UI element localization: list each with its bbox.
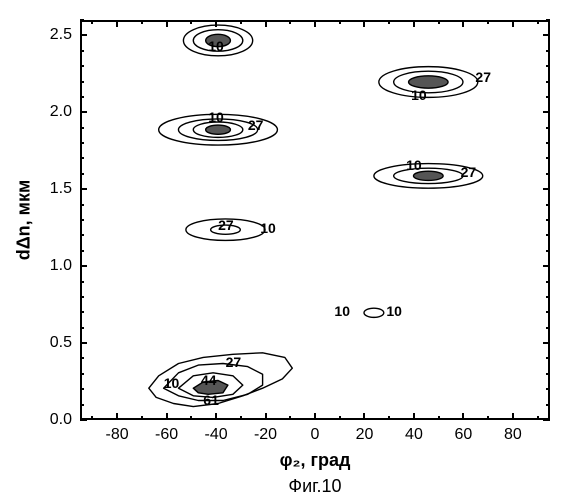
contour-label: 27 xyxy=(461,164,477,180)
contour-label: 27 xyxy=(248,117,264,133)
chart-container: φ₂, град dΔn, мкм Фиг.10 -80 -60 -40 -20 0 20… xyxy=(0,0,582,500)
x-tick-label: -20 xyxy=(254,426,277,444)
x-tick-label: 0 xyxy=(311,426,320,444)
x-tick-label: 20 xyxy=(356,426,374,444)
figure-caption: Фиг.10 xyxy=(288,476,341,497)
y-tick-label: 0.5 xyxy=(50,334,72,352)
y-tick-label: 1.0 xyxy=(50,257,72,275)
y-tick-label: 0.0 xyxy=(50,411,72,429)
x-tick-label: 80 xyxy=(504,426,522,444)
contour-label: 10 xyxy=(164,375,180,391)
contour-label: 10 xyxy=(386,303,402,319)
x-tick-label: -80 xyxy=(106,426,129,444)
y-tick-label: 1.5 xyxy=(50,180,72,198)
contour-label: 44 xyxy=(201,372,217,388)
x-tick-label: -40 xyxy=(204,426,227,444)
contour-label: 27 xyxy=(226,354,242,370)
contour-label: 10 xyxy=(406,157,422,173)
contour-label: 27 xyxy=(475,69,491,85)
contour-label: 10 xyxy=(334,303,350,319)
x-tick-label: 60 xyxy=(455,426,473,444)
contour-label: 27 xyxy=(218,217,234,233)
y-tick-label: 2.0 xyxy=(50,103,72,121)
contour-label: 61 xyxy=(203,392,219,408)
contour-label: 10 xyxy=(411,87,427,103)
contour-label: 10 xyxy=(208,38,224,54)
x-axis-label: φ₂, град xyxy=(280,450,351,471)
x-tick-label: 40 xyxy=(405,426,423,444)
y-axis-label: dΔn, мкм xyxy=(14,180,35,261)
contour-label: 10 xyxy=(208,109,224,125)
contour-label: 10 xyxy=(260,220,276,236)
x-tick-label: -60 xyxy=(155,426,178,444)
y-tick-label: 2.5 xyxy=(50,26,72,44)
